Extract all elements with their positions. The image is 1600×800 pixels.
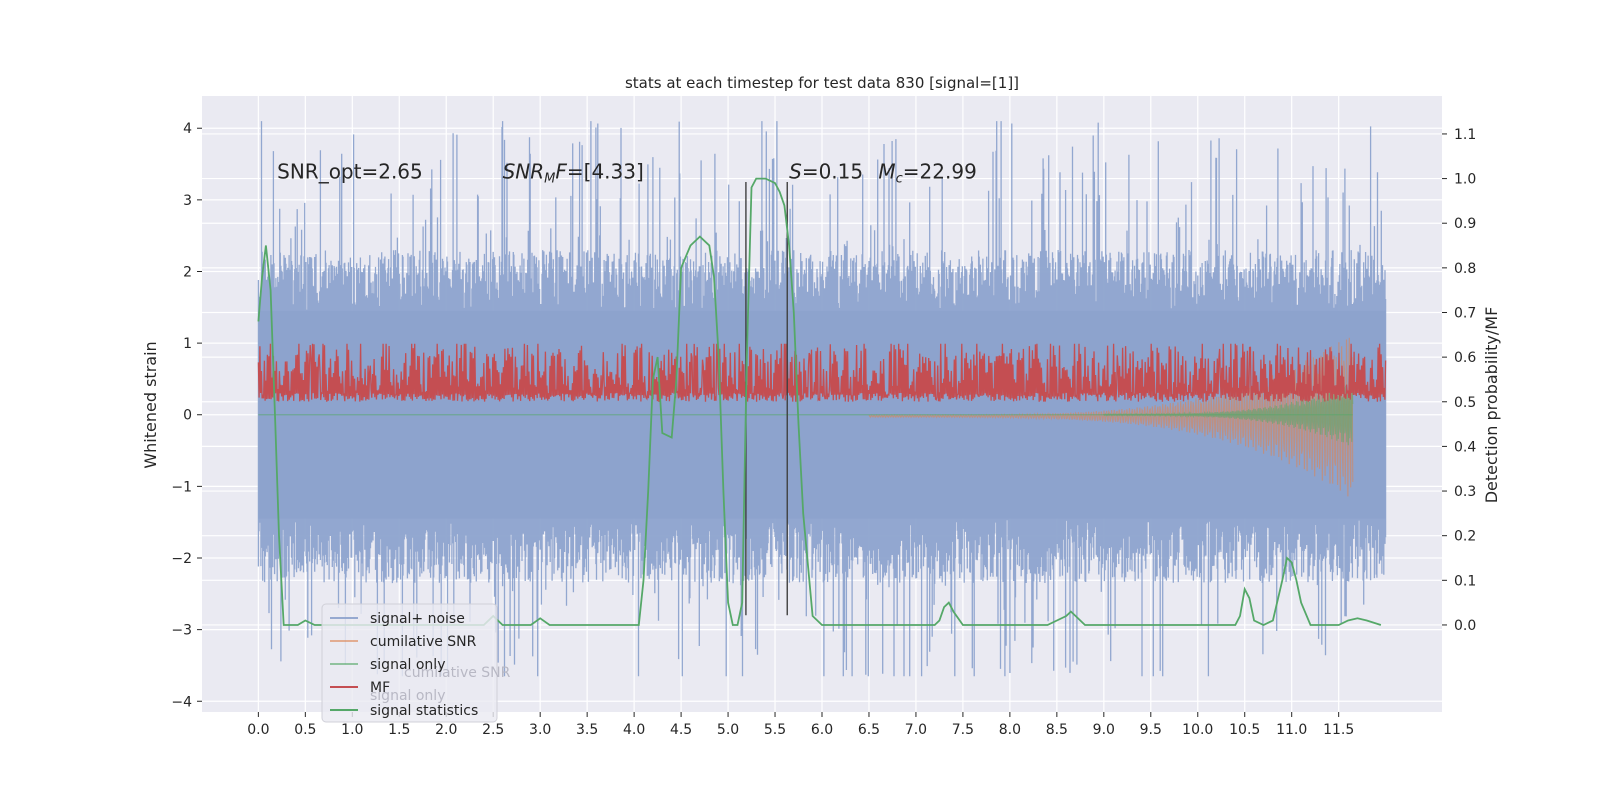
x-tick-label: 0.5 — [294, 722, 316, 738]
legend-ghost-text: cumilative SNR — [404, 665, 511, 681]
annotation-snr-opt: SNR_opt=2.65 — [277, 159, 423, 183]
x-axis-ticks: 0.0 0.5 1.0 1.5 2.0 2.5 3.0 3.5 4.0 4.5 5.0 5.5 6.0 6… — [247, 712, 1354, 738]
annotation-chirp-mass: Mc=22.99 — [878, 159, 976, 186]
y2-tick-label: 0.0 — [1454, 618, 1476, 634]
legend-label: signal only — [370, 657, 445, 673]
y-tick-label: −2 — [171, 551, 192, 567]
legend-label: signal statistics — [370, 703, 478, 719]
x-tick-label: 5.0 — [717, 722, 739, 738]
y2-axis-label: Detection probability/MF — [1482, 307, 1501, 504]
legend-label: MF — [370, 680, 390, 696]
legend-label: cumilative SNR — [370, 634, 477, 650]
annotations: SNR_opt=2.65 SNRMF=[4.33] S=0.15 Mc=22.99 — [277, 159, 977, 186]
y-axis-label: Whitened strain — [141, 341, 160, 468]
x-tick-label: 6.0 — [811, 722, 833, 738]
x-tick-label: 2.0 — [435, 722, 457, 738]
annotation-snr-mf: SNRMF=[4.33] — [503, 159, 644, 186]
legend-ghost-text: signal only — [370, 688, 445, 704]
y2-tick-label: 0.2 — [1454, 529, 1476, 545]
x-tick-label: 1.0 — [341, 722, 363, 738]
y2-tick-label: 0.1 — [1454, 573, 1476, 589]
y-tick-label: 2 — [183, 264, 192, 280]
chart-title: stats at each timestep for test data 830… — [625, 74, 1019, 92]
x-tick-label: 7.0 — [905, 722, 927, 738]
x-tick-label: 7.5 — [952, 722, 974, 738]
cumulative-snr-line — [868, 337, 1354, 497]
x-tick-label: 11.0 — [1276, 722, 1307, 738]
y-tick-label: 0 — [183, 408, 192, 424]
y-tick-label: −1 — [171, 479, 192, 495]
y-tick-label: 1 — [183, 336, 192, 352]
annotation-s-value: S=0.15 — [789, 159, 863, 183]
x-tick-label: 10.0 — [1182, 722, 1213, 738]
x-tick-label: 2.5 — [482, 722, 504, 738]
y2-tick-label: 0.4 — [1454, 439, 1476, 455]
x-tick-label: 5.5 — [764, 722, 786, 738]
x-tick-label: 4.0 — [623, 722, 645, 738]
y2-tick-label: 1.0 — [1454, 172, 1476, 188]
x-tick-label: 4.5 — [670, 722, 692, 738]
x-tick-label: 3.0 — [529, 722, 551, 738]
y-tick-label: 4 — [183, 121, 192, 137]
y2-axis-ticks: 0.0 0.1 0.2 0.3 0.4 0.5 0.6 0.7 0.8 0.9 1.0 1.1 — [1442, 127, 1476, 634]
mf-line — [257, 343, 1387, 402]
x-tick-label: 0.0 — [247, 722, 269, 738]
x-tick-label: 11.5 — [1323, 722, 1354, 738]
legend-box — [321, 603, 498, 723]
y2-tick-label: 0.8 — [1454, 261, 1476, 277]
y-axis-ticks: −4 −3 −2 −1 0 1 2 3 4 — [171, 121, 202, 710]
y-tick-label: −4 — [171, 694, 192, 710]
x-tick-label: 10.5 — [1229, 722, 1260, 738]
x-tick-label: 9.5 — [1140, 722, 1162, 738]
series-layer — [257, 121, 1387, 677]
y2-tick-label: 0.9 — [1454, 216, 1476, 232]
y-tick-label: 3 — [183, 193, 192, 209]
legend-label: signal+ noise — [370, 611, 465, 627]
x-tick-label: 8.5 — [1046, 722, 1068, 738]
y2-tick-label: 1.1 — [1454, 127, 1476, 143]
y2-tick-label: 0.3 — [1454, 484, 1476, 500]
y2-tick-label: 0.5 — [1454, 395, 1476, 411]
x-tick-label: 9.0 — [1093, 722, 1115, 738]
x-tick-label: 8.0 — [999, 722, 1021, 738]
x-tick-label: 1.5 — [388, 722, 410, 738]
y2-tick-label: 0.6 — [1454, 350, 1476, 366]
y2-tick-label: 0.7 — [1454, 305, 1476, 321]
y-tick-label: −3 — [171, 623, 192, 639]
x-tick-label: 3.5 — [576, 722, 598, 738]
x-tick-label: 6.5 — [858, 722, 880, 738]
